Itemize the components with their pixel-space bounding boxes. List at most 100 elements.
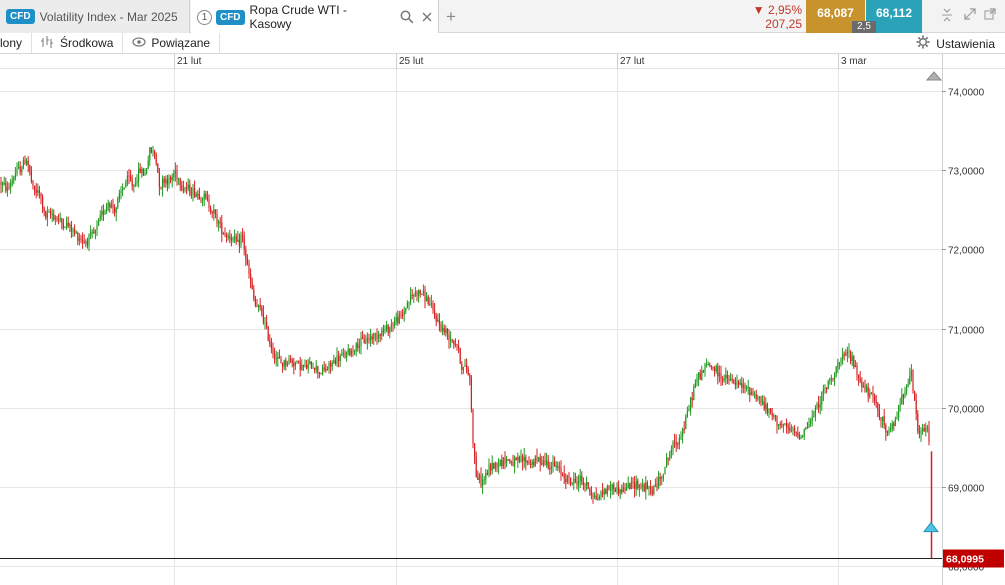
candle-body [878,410,880,418]
chart-type-button[interactable]: lony [0,32,33,54]
candle-body [432,303,434,311]
candle-body [314,367,316,370]
candle-body [629,483,631,489]
price-chart[interactable]: 21 lut 25 lut 27 lut 3 mar 74,0000 73,0000 72… [0,54,1005,585]
candle-body [507,459,509,461]
candle-body [733,380,735,383]
related-button[interactable]: Powiązane [123,32,221,54]
candle-body [152,151,154,153]
candle-body [704,364,706,372]
candle-body [158,172,160,187]
candle-body [643,484,645,492]
candle-body [674,441,676,444]
candle-body [400,314,402,316]
candle-body [602,491,604,495]
tab-volatility-index[interactable]: CFD Volatility Index - Mar 2025 [0,0,190,33]
popout-icon[interactable] [984,8,996,24]
settings-button[interactable]: Ustawienia [916,33,995,54]
candle-body [514,457,516,466]
candle-body [635,480,637,489]
chart-svg[interactable]: 21 lut 25 lut 27 lut 3 mar 74,0000 73,0000 72… [0,54,1005,585]
candle-body [578,481,580,485]
candle-body [374,333,376,335]
candle-body [352,350,354,352]
candle-body [133,184,135,187]
candle-body [334,360,336,364]
candle-body [461,363,463,370]
tab-crude-wti[interactable]: 1 CFD Ropa Crude WTI - Kasowy [191,0,439,34]
candle-body [754,394,756,396]
candle-body [690,397,692,410]
candle-body [106,205,108,211]
candle-body [32,181,34,186]
candle-body [344,352,346,358]
current-price-tag [943,549,1004,568]
candle-body [613,484,615,490]
candle-body [82,239,84,242]
price-change: ▼ 2,95% 207,25 [749,0,806,33]
plus-icon[interactable]: + [446,7,456,26]
candle-body [808,424,810,428]
candle-body [14,174,16,179]
candle-body [758,396,760,399]
scroll-up-icon[interactable] [925,71,943,81]
candle-body [40,193,42,197]
candle-body [594,495,596,497]
candle-body [144,173,146,176]
candle-body [421,293,423,295]
candle-body [29,164,31,172]
candle-body [341,354,343,356]
candle-body [349,348,351,356]
candle-body [714,368,716,371]
candle-body [782,424,784,426]
candle-body [370,336,372,341]
candle-body [528,461,530,465]
candle-body [190,194,192,196]
candle-body [155,154,157,164]
candle-body [96,225,98,230]
candle-body [136,181,138,184]
candle-body [93,231,95,234]
maximize-icon[interactable] [964,8,976,24]
candle-body [240,234,242,246]
candle-body [211,212,213,214]
candle-body [706,364,708,366]
tab-number-badge: 1 [197,9,212,25]
candle-body [920,430,922,433]
candle-body [544,460,546,465]
candle-body [235,236,237,242]
candle-body [160,187,162,188]
candle-body [146,168,148,174]
close-icon[interactable] [422,12,432,22]
price-alert-marker[interactable] [922,521,940,533]
candle-body [219,221,221,223]
candle-body [75,232,77,234]
sell-button[interactable]: 68,087 [806,0,865,33]
candle-body [642,484,644,486]
candle-body [54,217,56,220]
search-icon[interactable] [400,10,414,24]
candle-body [283,360,285,367]
candle-body [595,495,597,500]
candle-body [858,374,860,379]
candle-body [619,489,621,494]
candle-body [541,463,543,465]
candle-body [717,365,719,377]
candle-body [413,295,415,297]
candle-body [523,457,525,461]
candle-body [685,416,687,430]
candle-body [58,219,60,221]
candle-body [542,460,544,465]
buy-button[interactable]: 68,112 [866,0,922,33]
candle-body [234,236,236,238]
candle-body [368,337,370,341]
candle-body [34,185,36,190]
candle-body [691,397,693,400]
candle-body [53,214,55,220]
candle-body [742,384,744,388]
candle-body [429,303,431,305]
collapse-icon[interactable] [942,8,952,24]
candle-body [171,177,173,181]
candle-body [227,236,229,238]
price-mode-button[interactable]: Środkowa [32,32,124,54]
